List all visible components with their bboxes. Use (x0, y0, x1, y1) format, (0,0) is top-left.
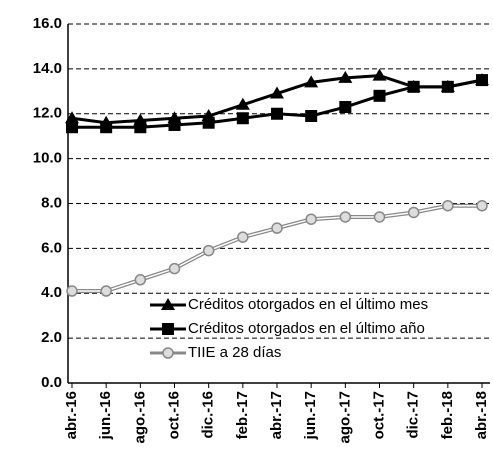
x-tick-label: jun.-17 (302, 391, 319, 440)
point (237, 231, 249, 243)
point (100, 121, 113, 134)
point (134, 274, 147, 286)
y-tick-label: 6.0 (41, 239, 62, 256)
x-tick-label: jun.-16 (97, 391, 114, 440)
x-tick-label: ago.-16 (131, 391, 148, 444)
y-tick-label: 4.0 (41, 284, 62, 301)
x-tick-label: oct.-17 (370, 391, 387, 439)
point (373, 211, 386, 223)
y-tick-label: 8.0 (41, 194, 62, 211)
point (372, 68, 387, 81)
point (271, 107, 283, 120)
point (339, 101, 352, 114)
point (66, 285, 78, 297)
point (100, 285, 112, 297)
y-tick-label: 2.0 (41, 329, 62, 346)
legend-marker (162, 347, 174, 359)
point (442, 199, 454, 212)
point (202, 116, 215, 129)
x-tick-label: oct.-16 (165, 391, 182, 439)
point (339, 211, 352, 223)
x-tick-label: dic.-16 (200, 391, 217, 439)
point (66, 121, 78, 134)
point (407, 80, 420, 93)
legend-marker (161, 298, 175, 310)
point (134, 121, 147, 134)
legend-label: TIIE a 28 días (188, 344, 281, 361)
point (168, 262, 181, 275)
point (476, 199, 488, 212)
point (441, 80, 454, 93)
y-tick-label: 10.0 (33, 150, 62, 167)
point (271, 222, 283, 234)
point (305, 109, 318, 122)
point (270, 86, 284, 99)
point (373, 89, 386, 102)
point (407, 206, 420, 219)
point (202, 244, 215, 257)
point (304, 75, 319, 88)
point (236, 112, 249, 125)
point (235, 97, 250, 110)
point (305, 213, 317, 225)
x-tick-label: abr.-17 (268, 391, 285, 439)
point (338, 70, 353, 83)
y-tick-label: 0.0 (41, 374, 62, 391)
legend-marker (162, 323, 174, 335)
x-tick-label: ago.-17 (336, 391, 353, 444)
x-tick-label: feb.-17 (234, 391, 251, 439)
x-tick-label: abr.-16 (63, 391, 80, 439)
x-tick-label: dic.-17 (405, 391, 422, 439)
legend-label: Créditos otorgados en el último año (188, 320, 425, 337)
x-tick-label: feb.-18 (439, 391, 456, 439)
point (65, 111, 79, 124)
y-tick-label: 16.0 (33, 15, 62, 32)
y-tick-label: 12.0 (33, 105, 62, 122)
point (476, 74, 488, 87)
x-tick-label: abr.-18 (473, 391, 490, 439)
y-tick-label: 14.0 (33, 60, 62, 77)
legend-label: Créditos otorgados en el último mes (188, 296, 428, 313)
point (168, 118, 181, 131)
